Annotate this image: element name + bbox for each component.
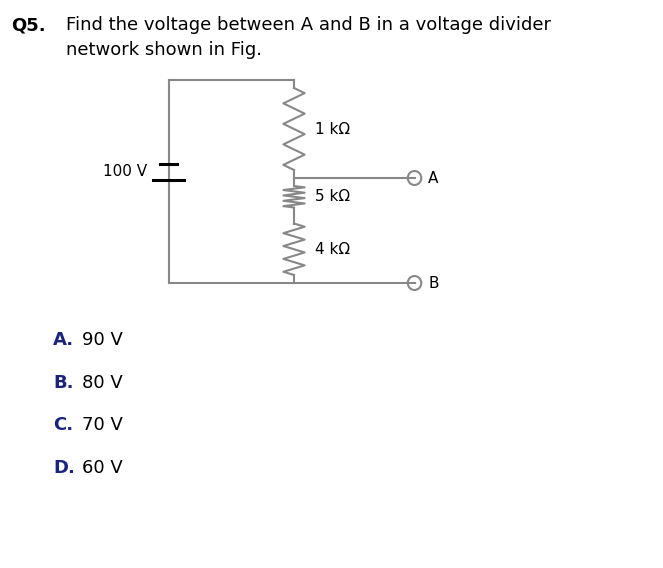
Text: 80 V: 80 V	[82, 374, 123, 392]
Text: 5 kΩ: 5 kΩ	[315, 189, 350, 204]
Text: Q5.: Q5.	[11, 16, 46, 34]
Text: C.: C.	[53, 416, 73, 434]
Text: 90 V: 90 V	[82, 331, 123, 349]
Text: 60 V: 60 V	[82, 459, 123, 477]
Text: network shown in Fig.: network shown in Fig.	[66, 41, 261, 59]
Text: B: B	[428, 275, 438, 290]
Text: 70 V: 70 V	[82, 416, 123, 434]
Text: A.: A.	[53, 331, 74, 349]
Text: 1 kΩ: 1 kΩ	[315, 122, 350, 136]
Text: 4 kΩ: 4 kΩ	[315, 242, 350, 257]
Text: B.: B.	[53, 374, 74, 392]
Text: D.: D.	[53, 459, 75, 477]
Text: 100 V: 100 V	[103, 164, 147, 179]
Text: A: A	[428, 170, 438, 186]
Text: Find the voltage between A and B in a voltage divider: Find the voltage between A and B in a vo…	[66, 16, 550, 34]
